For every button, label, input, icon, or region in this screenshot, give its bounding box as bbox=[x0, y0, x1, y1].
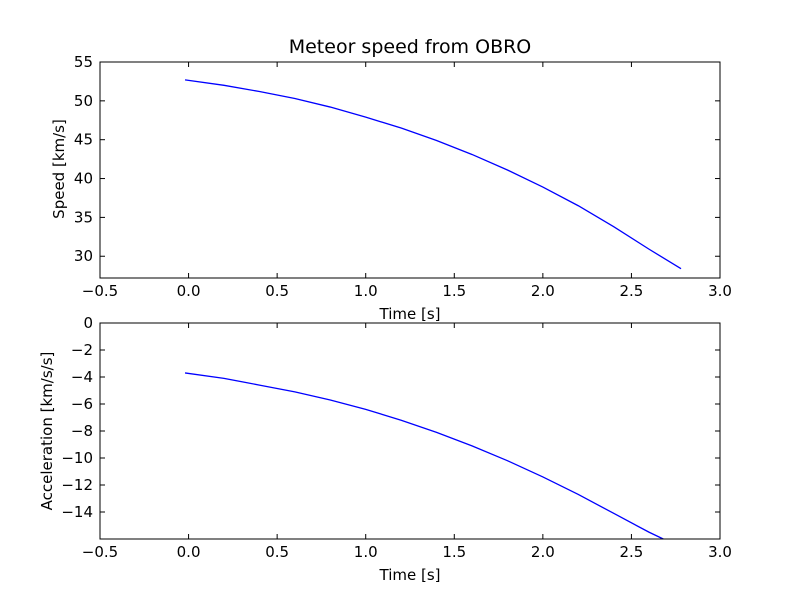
speed-ytick-label: 35 bbox=[74, 208, 93, 226]
acceleration-ytick-label: −14 bbox=[61, 503, 93, 521]
acceleration-xtick-label: 3.0 bbox=[708, 543, 732, 561]
acceleration-xtick-label: 0.0 bbox=[177, 543, 201, 561]
acceleration-ytick-label: −2 bbox=[71, 341, 93, 359]
speed-xtick-label: 1.0 bbox=[354, 282, 378, 300]
speed-ytick-label: 50 bbox=[74, 92, 93, 110]
acceleration-ytick-label: −6 bbox=[71, 395, 93, 413]
speed-ytick-label: 55 bbox=[74, 53, 93, 71]
speed-ytick-label: 30 bbox=[74, 247, 93, 265]
speed-xtick-label: 2.5 bbox=[619, 282, 643, 300]
acceleration-ytick-label: −4 bbox=[71, 368, 93, 386]
acceleration-xtick-label: 1.5 bbox=[442, 543, 466, 561]
acceleration-plot-frame bbox=[99, 322, 721, 540]
speed-xtick-label: 0.0 bbox=[177, 282, 201, 300]
acceleration-chart-xlabel: Time [s] bbox=[379, 566, 441, 584]
acceleration-xtick-label: −0.5 bbox=[82, 543, 118, 561]
acceleration-ytick-label: −12 bbox=[61, 476, 93, 494]
acceleration-ytick-label: −10 bbox=[61, 449, 93, 467]
speed-ytick-label: 40 bbox=[74, 170, 93, 188]
speed-chart-title: Meteor speed from OBRO bbox=[289, 36, 532, 58]
acceleration-ytick-label: 0 bbox=[83, 314, 93, 332]
acceleration-xtick-label: 2.5 bbox=[619, 543, 643, 561]
acceleration-ytick-label: −8 bbox=[71, 422, 93, 440]
speed-plot-frame bbox=[99, 61, 721, 279]
speed-chart-xlabel: Time [s] bbox=[379, 305, 441, 323]
speed-xtick-label: 0.5 bbox=[265, 282, 289, 300]
speed-xtick-label: −0.5 bbox=[82, 282, 118, 300]
speed-xtick-label: 1.5 bbox=[442, 282, 466, 300]
speed-ytick-label: 45 bbox=[74, 131, 93, 149]
acceleration-xtick-label: 2.0 bbox=[531, 543, 555, 561]
acceleration-chart-ylabel: Acceleration [km/s/s] bbox=[38, 352, 56, 511]
acceleration-xtick-label: 1.0 bbox=[354, 543, 378, 561]
speed-chart: Meteor speed from OBRO Time [s] Speed [k… bbox=[50, 36, 732, 323]
speed-series-line bbox=[184, 79, 682, 270]
acceleration-chart: Time [s] Acceleration [km/s/s] −0.5 0.0 0.… bbox=[38, 314, 732, 584]
speed-xtick-label: 3.0 bbox=[708, 282, 732, 300]
acceleration-xtick-label: 0.5 bbox=[265, 543, 289, 561]
acceleration-series-line bbox=[184, 372, 664, 540]
speed-chart-ylabel: Speed [km/s] bbox=[50, 119, 68, 219]
speed-xtick-label: 2.0 bbox=[531, 282, 555, 300]
